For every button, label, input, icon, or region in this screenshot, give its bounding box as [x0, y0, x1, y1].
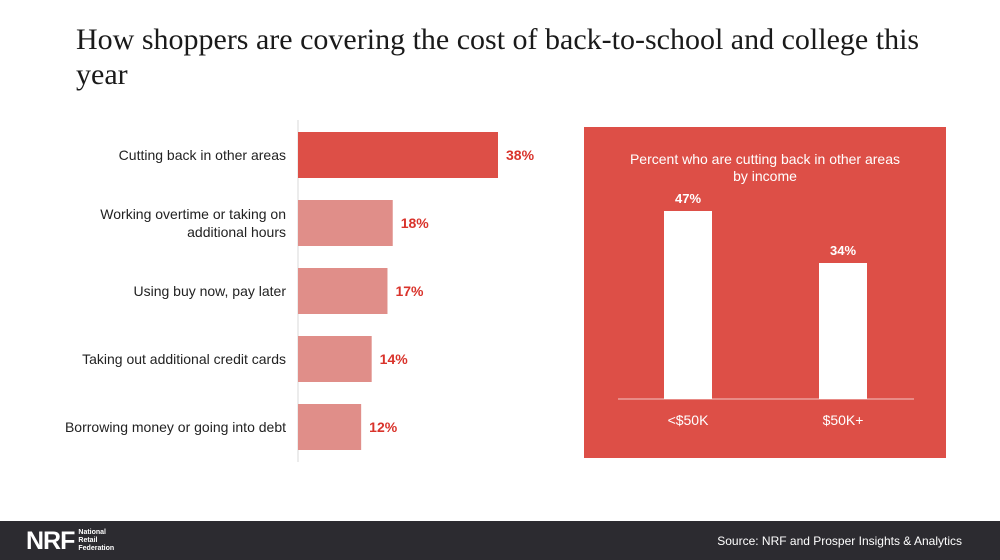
- logo-text-line: Retail: [78, 537, 98, 544]
- category-label: Borrowing money or going into debt: [65, 419, 286, 435]
- income-chart-title-line: Percent who are cutting back in other ar…: [629, 151, 901, 167]
- bar: [664, 211, 712, 399]
- category-tick-label: $50K+: [823, 412, 864, 428]
- source-note: Source: NRF and Prosper Insights & Analy…: [717, 534, 962, 548]
- category-label: Working overtime or taking on: [100, 206, 286, 222]
- category-label: additional hours: [187, 224, 286, 240]
- category-label: Using buy now, pay later: [133, 283, 286, 299]
- bar-value-label: 17%: [395, 283, 424, 299]
- bar-value-label: 34%: [830, 243, 856, 258]
- logo-text: National Retail Federation: [78, 529, 114, 553]
- income-chart-title: Percent who are cutting back in other ar…: [584, 151, 946, 185]
- income-chart-title-line: by income: [733, 168, 797, 184]
- bar: [298, 336, 372, 382]
- category-tick-label: <$50K: [668, 412, 710, 428]
- income-breakdown-panel: Percent who are cutting back in other ar…: [584, 127, 946, 458]
- bar: [298, 132, 498, 178]
- logo-mark: NRF: [26, 527, 75, 555]
- bar-value-label: 12%: [369, 419, 398, 435]
- bar: [298, 200, 393, 246]
- bar-value-label: 18%: [401, 215, 430, 231]
- shopper-methods-bar-chart: 38% Cutting back in other areas 18% Working…: [65, 120, 535, 462]
- category-label: Taking out additional credit cards: [82, 351, 286, 367]
- logo-text-line: National: [78, 529, 107, 536]
- bar-value-label: 47%: [675, 191, 701, 206]
- nrf-logo: NRF National Retail Federation: [26, 528, 114, 554]
- logo-text-line: Federation: [78, 545, 115, 552]
- bar-value-label: 38%: [506, 147, 535, 163]
- footer-bar: NRF National Retail Federation Source: N…: [0, 521, 1000, 560]
- bar: [298, 404, 362, 450]
- bar-value-label: 14%: [380, 351, 409, 367]
- bar: [819, 263, 867, 399]
- bar: [298, 268, 388, 314]
- page-title: How shoppers are covering the cost of ba…: [76, 23, 920, 91]
- category-label: Cutting back in other areas: [119, 147, 286, 163]
- income-bar-chart: 47% <$50K 34% $50K+: [618, 191, 914, 428]
